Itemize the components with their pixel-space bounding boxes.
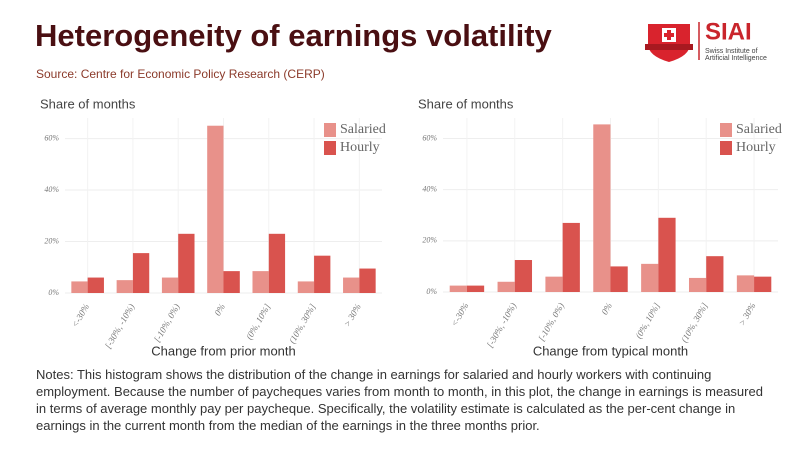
bar [449,285,467,292]
y-axis-label: Share of months [418,96,514,111]
y-tick-label: 20% [44,236,59,245]
bar [497,281,515,292]
bar [359,268,376,293]
source: Source: Centre for Economic Policy Resea… [36,67,325,81]
bar [562,222,580,292]
x-tick-label: (0%, 10%] [633,301,662,341]
x-tick-label: 0% [599,301,614,316]
x-tick-label: [-10%, 0%) [152,302,182,344]
logo-subtitle: Swiss Institute of [705,48,758,55]
bar [252,271,269,293]
bar [658,217,676,292]
legend-swatch [324,123,336,137]
notes: Notes: This histogram shows the distribu… [36,367,763,433]
x-axis-label: Change from prior month [151,343,296,358]
bar [268,233,286,293]
legend-swatch [720,123,732,137]
y-tick-label: 60% [422,133,437,142]
logo-cross [664,33,674,37]
bar [223,271,240,293]
x-tick-label: [-10%, 0%) [536,301,566,343]
logo-subtitle: Artificial Intelligence [705,55,767,62]
bar [593,124,611,292]
bar [87,277,104,293]
x-tick-label: [-30%, -10%) [103,302,137,350]
x-tick-label: <-30% [449,301,470,328]
x-tick-label: (10%, 30%] [679,301,710,345]
y-tick-label: 0% [48,288,59,297]
bar [297,281,315,293]
x-tick-label: [-30%, -10%) [485,301,519,349]
bar [71,281,88,293]
bar [610,266,628,292]
logo-ribbon [645,44,693,50]
bar [706,256,724,292]
legend-swatch [324,141,336,155]
x-tick-label: > 30% [737,301,758,328]
logo-name: SIAI [705,18,752,45]
legend-label: Salaried [340,122,386,137]
y-tick-label: 60% [44,133,59,142]
bar [545,276,563,292]
x-tick-label: > 30% [342,302,363,329]
charts: SIAI Swiss Institute of Artificial Intel… [40,18,782,358]
bar [178,233,195,293]
bar [207,125,224,294]
bar [161,277,179,293]
page-title: Heterogeneity of earnings volatility [35,18,552,53]
y-tick-label: 20% [422,236,437,245]
x-tick-label: (0%, 10%] [244,302,273,342]
bar [343,277,360,293]
bar [641,263,659,292]
y-tick-label: 40% [422,184,437,193]
bar [466,285,485,292]
legend-label: Salaried [736,122,782,137]
bar [116,280,133,293]
bar [688,277,707,292]
bar [754,276,772,292]
x-tick-label: 0% [212,302,227,317]
logo-shield [648,24,690,62]
x-axis-label: Change from typical month [533,343,688,358]
legend-label: Hourly [736,140,776,155]
y-tick-label: 0% [426,287,437,296]
legend-label: Hourly [340,140,380,155]
x-tick-label: (10%, 30%] [287,302,318,346]
y-axis-label: Share of months [40,96,136,111]
y-tick-label: 40% [44,185,59,194]
bar [132,253,150,293]
bar [314,255,331,293]
legend-swatch [720,141,732,155]
logo: SIAI Swiss Institute of Artificial Intel… [645,18,767,62]
bar [736,275,755,292]
bar [514,260,533,292]
x-tick-label: <-30% [70,302,91,329]
